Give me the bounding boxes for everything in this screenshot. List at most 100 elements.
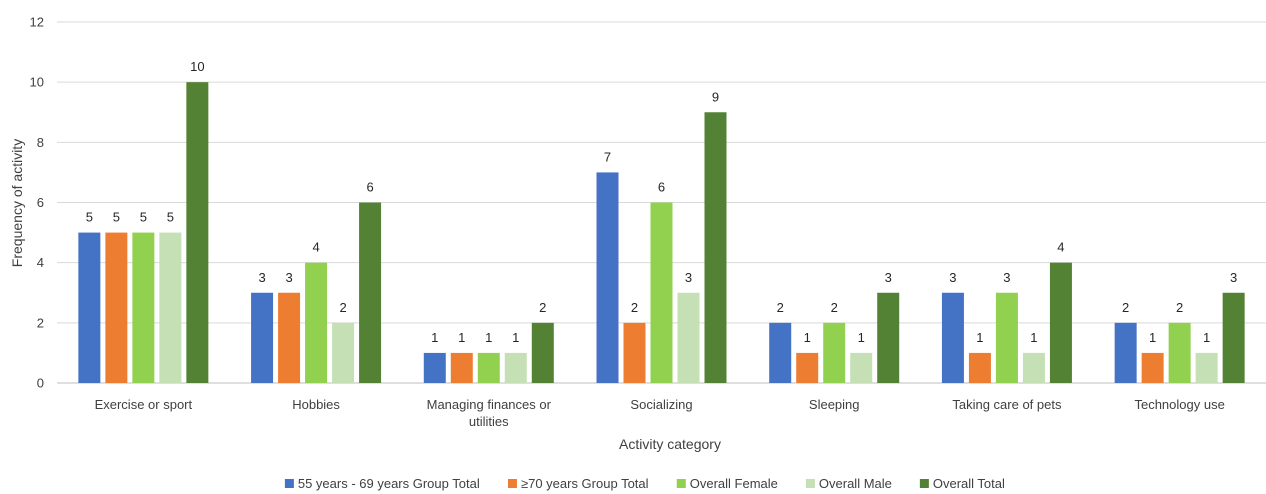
bar bbox=[704, 112, 727, 383]
legend-label: Overall Total bbox=[933, 476, 1005, 491]
data-label: 10 bbox=[190, 59, 204, 74]
bar bbox=[251, 292, 274, 383]
bar bbox=[850, 352, 873, 383]
data-label: 9 bbox=[712, 89, 719, 104]
x-tick-label: Technology use bbox=[1134, 397, 1224, 412]
legend-swatch bbox=[676, 479, 686, 488]
x-tick-label: Socializing bbox=[630, 397, 692, 412]
legend-swatch bbox=[919, 479, 929, 488]
bar bbox=[823, 322, 846, 383]
x-axis-title: Activity category bbox=[619, 436, 721, 452]
data-label: 4 bbox=[1057, 240, 1064, 255]
data-label: 5 bbox=[86, 210, 93, 225]
data-label: 2 bbox=[339, 300, 346, 315]
legend-label: ≥70 years Group Total bbox=[521, 476, 649, 491]
bar bbox=[796, 352, 819, 383]
bar bbox=[450, 352, 473, 383]
bar bbox=[877, 292, 900, 383]
data-label: 3 bbox=[949, 270, 956, 285]
data-label: 3 bbox=[285, 270, 292, 285]
bar bbox=[132, 232, 155, 383]
data-label: 1 bbox=[512, 330, 519, 345]
y-axis-title: Frequency of activity bbox=[9, 139, 25, 267]
bar bbox=[941, 292, 964, 383]
y-tick-label: 12 bbox=[30, 15, 44, 30]
data-label: 6 bbox=[658, 180, 665, 195]
data-label: 5 bbox=[140, 210, 147, 225]
data-label: 6 bbox=[366, 180, 373, 195]
data-label: 1 bbox=[1030, 330, 1037, 345]
data-label: 1 bbox=[976, 330, 983, 345]
bar bbox=[1022, 352, 1045, 383]
data-label: 3 bbox=[258, 270, 265, 285]
legend-swatch bbox=[507, 479, 517, 488]
bar bbox=[305, 262, 328, 383]
data-label: 2 bbox=[1122, 300, 1129, 315]
bar bbox=[650, 202, 673, 383]
bar bbox=[968, 352, 991, 383]
legend-item: Overall Female bbox=[676, 476, 778, 491]
bar bbox=[159, 232, 182, 383]
bar bbox=[531, 322, 554, 383]
legend-swatch bbox=[284, 479, 294, 488]
bar bbox=[78, 232, 101, 383]
data-label: 2 bbox=[1176, 300, 1183, 315]
x-tick-label: Managing finances or utilities bbox=[427, 397, 552, 429]
data-label: 2 bbox=[539, 300, 546, 315]
bar bbox=[1049, 262, 1072, 383]
data-label: 5 bbox=[167, 210, 174, 225]
data-label: 3 bbox=[885, 270, 892, 285]
y-tick-label: 4 bbox=[37, 255, 44, 270]
legend-item: Overall Male bbox=[805, 476, 892, 491]
x-tick-label: Taking care of pets bbox=[952, 397, 1062, 412]
bar bbox=[1168, 322, 1191, 383]
bar bbox=[423, 352, 446, 383]
legend-swatch bbox=[805, 479, 815, 488]
y-tick-label: 0 bbox=[37, 376, 44, 391]
legend-item: Overall Total bbox=[919, 476, 1005, 491]
data-label: 2 bbox=[831, 300, 838, 315]
legend: 55 years - 69 years Group Total ≥70 years… bbox=[284, 476, 1005, 491]
data-label: 1 bbox=[485, 330, 492, 345]
data-label: 1 bbox=[1149, 330, 1156, 345]
y-axis-ticks: 0 2 4 6 8 10 12 bbox=[30, 15, 44, 391]
data-label: 2 bbox=[777, 300, 784, 315]
bars bbox=[78, 82, 1245, 384]
data-label: 3 bbox=[685, 270, 692, 285]
bar bbox=[1114, 322, 1137, 383]
data-label: 7 bbox=[604, 149, 611, 164]
bar bbox=[596, 172, 619, 383]
y-tick-label: 10 bbox=[30, 75, 44, 90]
y-tick-label: 8 bbox=[37, 135, 44, 150]
bar bbox=[623, 322, 646, 383]
x-tick-label: Hobbies bbox=[292, 397, 340, 412]
bar bbox=[769, 322, 792, 383]
bar bbox=[1222, 292, 1245, 383]
data-label: 1 bbox=[858, 330, 865, 345]
data-label: 3 bbox=[1230, 270, 1237, 285]
bar bbox=[677, 292, 700, 383]
legend-label: Overall Female bbox=[690, 476, 778, 491]
bar bbox=[477, 352, 500, 383]
x-tick-label: Sleeping bbox=[809, 397, 860, 412]
bar bbox=[105, 232, 128, 383]
bar bbox=[332, 322, 355, 383]
bar bbox=[1141, 352, 1164, 383]
bar bbox=[995, 292, 1018, 383]
data-label: 4 bbox=[312, 240, 319, 255]
x-tick-label: Exercise or sport bbox=[95, 397, 193, 412]
y-tick-label: 6 bbox=[37, 195, 44, 210]
x-axis-ticks: Exercise or sport Hobbies Managing finance… bbox=[95, 397, 1225, 429]
bar bbox=[359, 202, 382, 383]
bar bbox=[1195, 352, 1218, 383]
data-label: 1 bbox=[804, 330, 811, 345]
legend-item: ≥70 years Group Total bbox=[507, 476, 649, 491]
data-label: 3 bbox=[1003, 270, 1010, 285]
bar bbox=[278, 292, 301, 383]
data-label: 1 bbox=[431, 330, 438, 345]
legend-label: 55 years - 69 years Group Total bbox=[298, 476, 480, 491]
data-label: 1 bbox=[458, 330, 465, 345]
legend-item: 55 years - 69 years Group Total bbox=[284, 476, 480, 491]
